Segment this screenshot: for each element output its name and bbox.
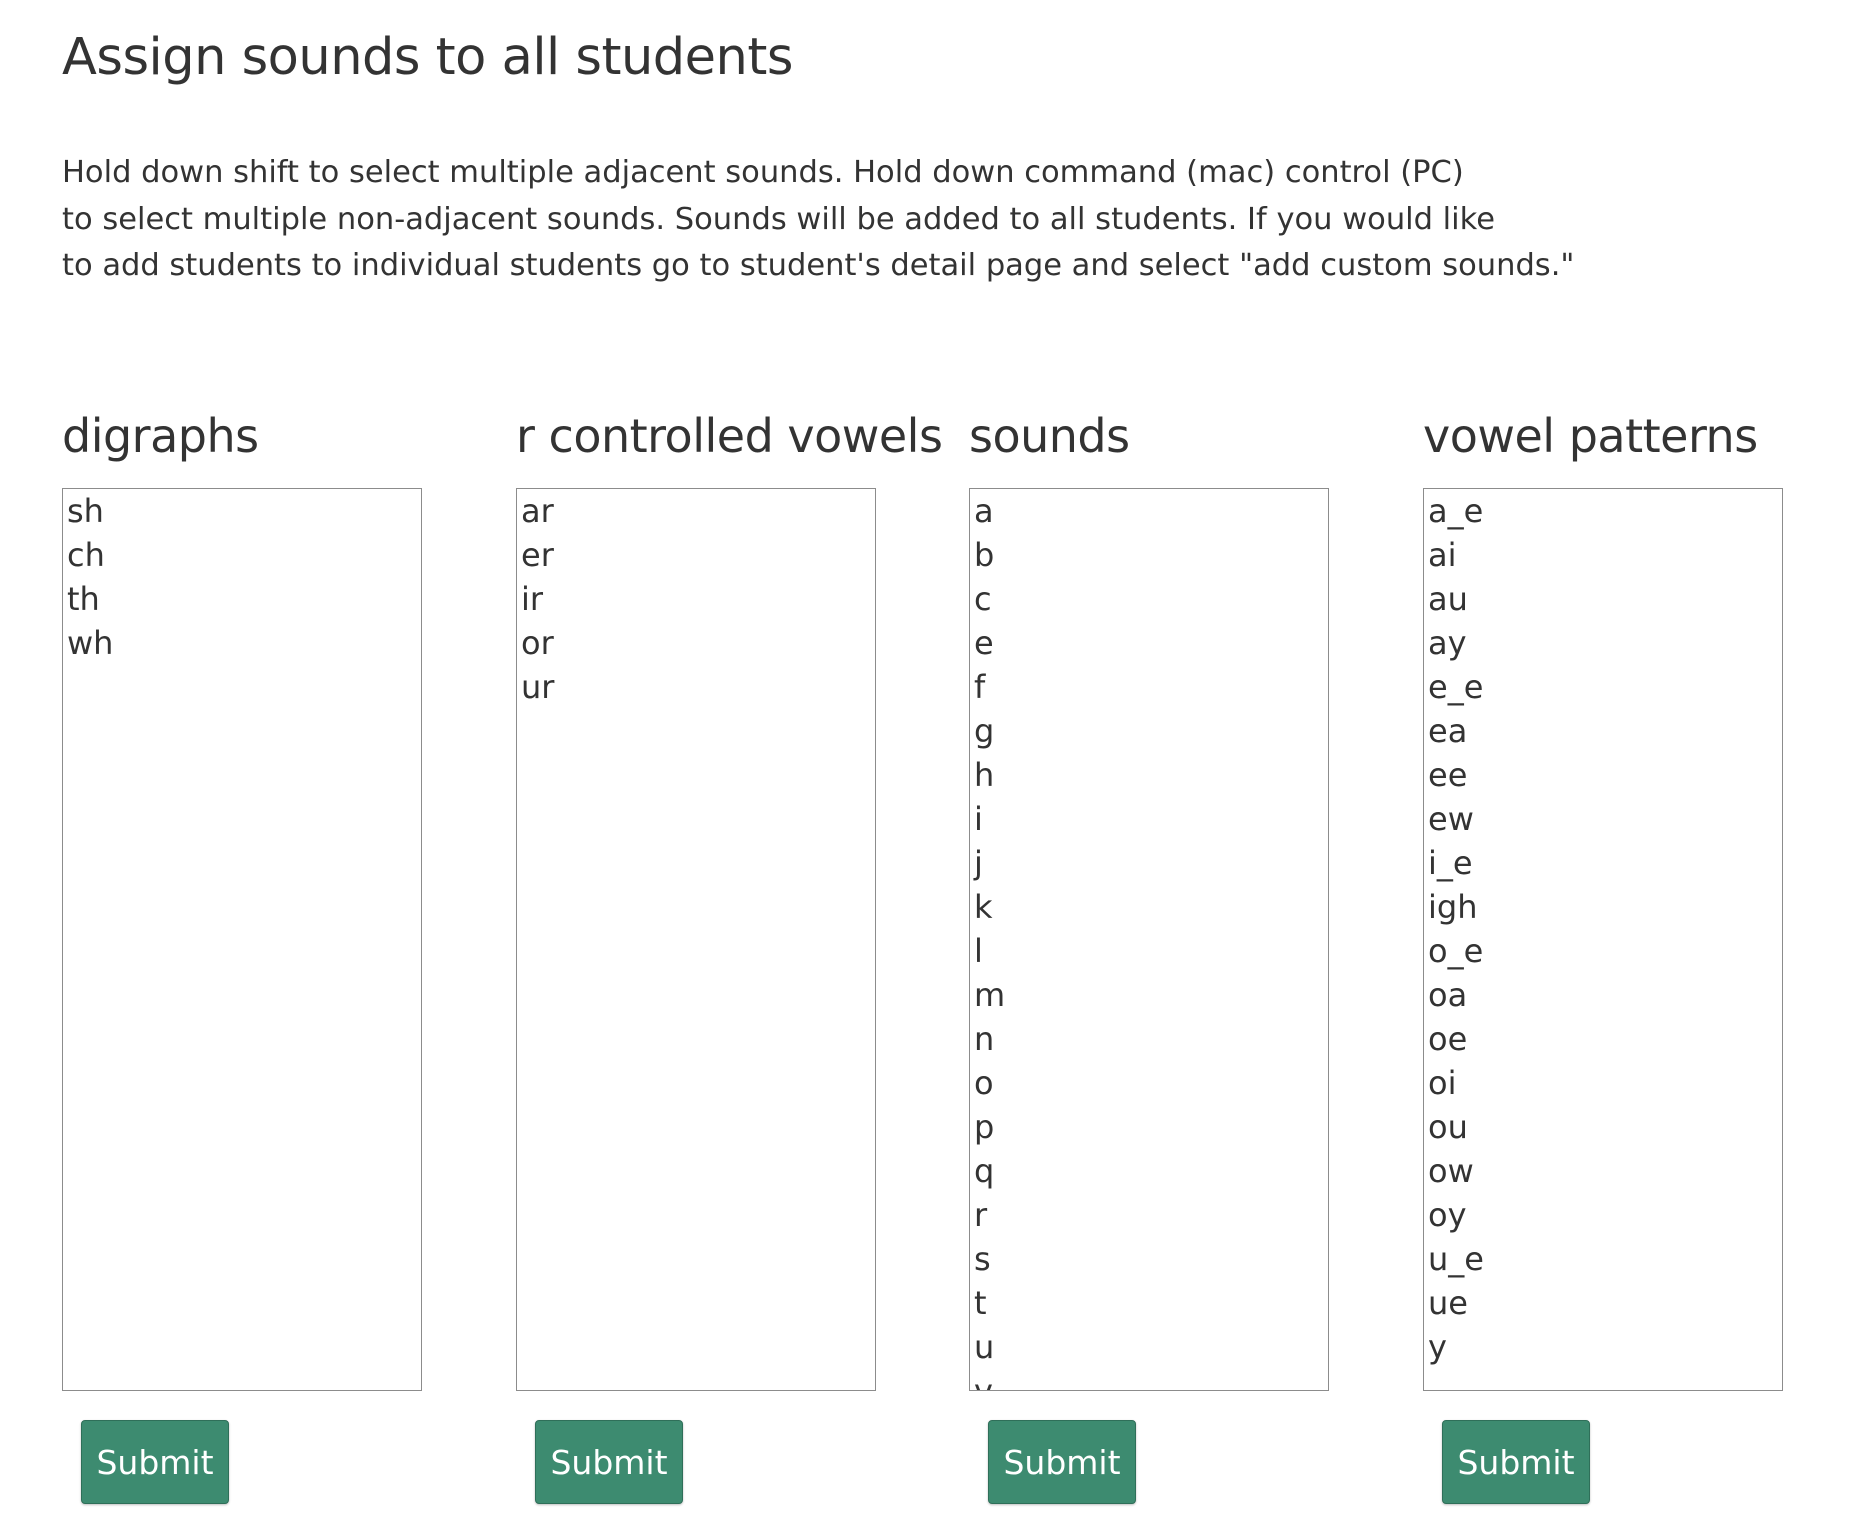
sound-option[interactable]: ur (521, 668, 555, 706)
instructions-line: to add students to individual students g… (62, 248, 1575, 283)
sound-option[interactable]: j (974, 844, 983, 882)
sound-option[interactable]: p (974, 1108, 995, 1146)
sound-option[interactable]: igh (1428, 888, 1478, 926)
sound-option[interactable]: t (974, 1284, 987, 1322)
sound-option[interactable]: u (974, 1328, 995, 1366)
column-heading: vowel patterns (1423, 409, 1758, 463)
sound-option[interactable]: s (974, 1240, 991, 1278)
sound-option[interactable]: c (974, 580, 992, 618)
sound-option[interactable]: h (974, 756, 995, 794)
sound-option[interactable]: oi (1428, 1064, 1457, 1102)
sound-option[interactable]: ee (1428, 756, 1468, 794)
sound-option[interactable]: g (974, 712, 995, 750)
sound-option[interactable]: e (974, 624, 994, 662)
sound-select-list[interactable]: ar er ir or ur (516, 488, 876, 1391)
sound-option[interactable]: oe (1428, 1020, 1468, 1058)
sound-option[interactable]: ir (521, 580, 544, 618)
sound-option[interactable]: m (974, 976, 1006, 1014)
sound-option[interactable]: or (521, 624, 554, 662)
sound-option[interactable]: wh (67, 624, 114, 662)
sound-option[interactable]: ew (1428, 800, 1474, 838)
sound-option[interactable]: ar (521, 492, 554, 530)
column-digraphs: digraphs sh ch th wh Submit (62, 400, 522, 1504)
instructions-line: Hold down shift to select multiple adjac… (62, 155, 1464, 190)
sound-option[interactable]: v (974, 1372, 993, 1391)
sound-option[interactable]: ai (1428, 536, 1457, 574)
instructions-text: Hold down shift to select multiple adjac… (62, 150, 1662, 290)
sound-select-list[interactable]: sh ch th wh (62, 488, 422, 1391)
sound-option[interactable]: oa (1428, 976, 1468, 1014)
column-r-controlled-vowels: r controlled vowels ar er ir or ur Submit (516, 400, 976, 1504)
sound-option[interactable]: e_e (1428, 668, 1484, 706)
sound-option[interactable]: y (1428, 1328, 1447, 1366)
column-heading: r controlled vowels (516, 409, 943, 463)
sound-option[interactable]: o_e (1428, 932, 1484, 970)
sound-option[interactable]: sh (67, 492, 104, 530)
submit-button[interactable]: Submit (81, 1420, 229, 1504)
submit-button[interactable]: Submit (535, 1420, 683, 1504)
sound-option[interactable]: o (974, 1064, 994, 1102)
sound-option[interactable]: a_e (1428, 492, 1484, 530)
column-heading: sounds (969, 409, 1130, 463)
sound-option[interactable]: ay (1428, 624, 1467, 662)
sound-option[interactable]: ue (1428, 1284, 1468, 1322)
sound-option[interactable]: ow (1428, 1152, 1474, 1190)
sound-option[interactable]: au (1428, 580, 1468, 618)
sound-option[interactable]: b (974, 536, 995, 574)
sound-option[interactable]: ch (67, 536, 105, 574)
sound-options: ar er ir or ur (517, 489, 875, 709)
sound-option[interactable]: k (974, 888, 993, 926)
sound-option[interactable]: q (974, 1152, 995, 1190)
sound-option[interactable]: ea (1428, 712, 1468, 750)
column-heading: digraphs (62, 409, 259, 463)
sound-option[interactable]: l (974, 932, 983, 970)
sound-option[interactable]: er (521, 536, 554, 574)
sound-option[interactable]: n (974, 1020, 995, 1058)
sound-option[interactable]: oy (1428, 1196, 1467, 1234)
sound-option[interactable]: r (974, 1196, 988, 1234)
sound-option[interactable]: ou (1428, 1108, 1468, 1146)
sound-option[interactable]: u_e (1428, 1240, 1484, 1278)
sound-option[interactable]: f (974, 668, 986, 706)
instructions-line: to select multiple non-adjacent sounds. … (62, 201, 1495, 237)
submit-button[interactable]: Submit (1442, 1420, 1590, 1504)
sound-option[interactable]: a (974, 492, 994, 530)
sound-option[interactable]: th (67, 580, 100, 618)
page-title: Assign sounds to all students (62, 28, 793, 87)
submit-button[interactable]: Submit (988, 1420, 1136, 1504)
sound-option[interactable]: i_e (1428, 844, 1473, 882)
sound-option[interactable]: i (974, 800, 983, 838)
sound-options: sh ch th wh (63, 489, 421, 665)
